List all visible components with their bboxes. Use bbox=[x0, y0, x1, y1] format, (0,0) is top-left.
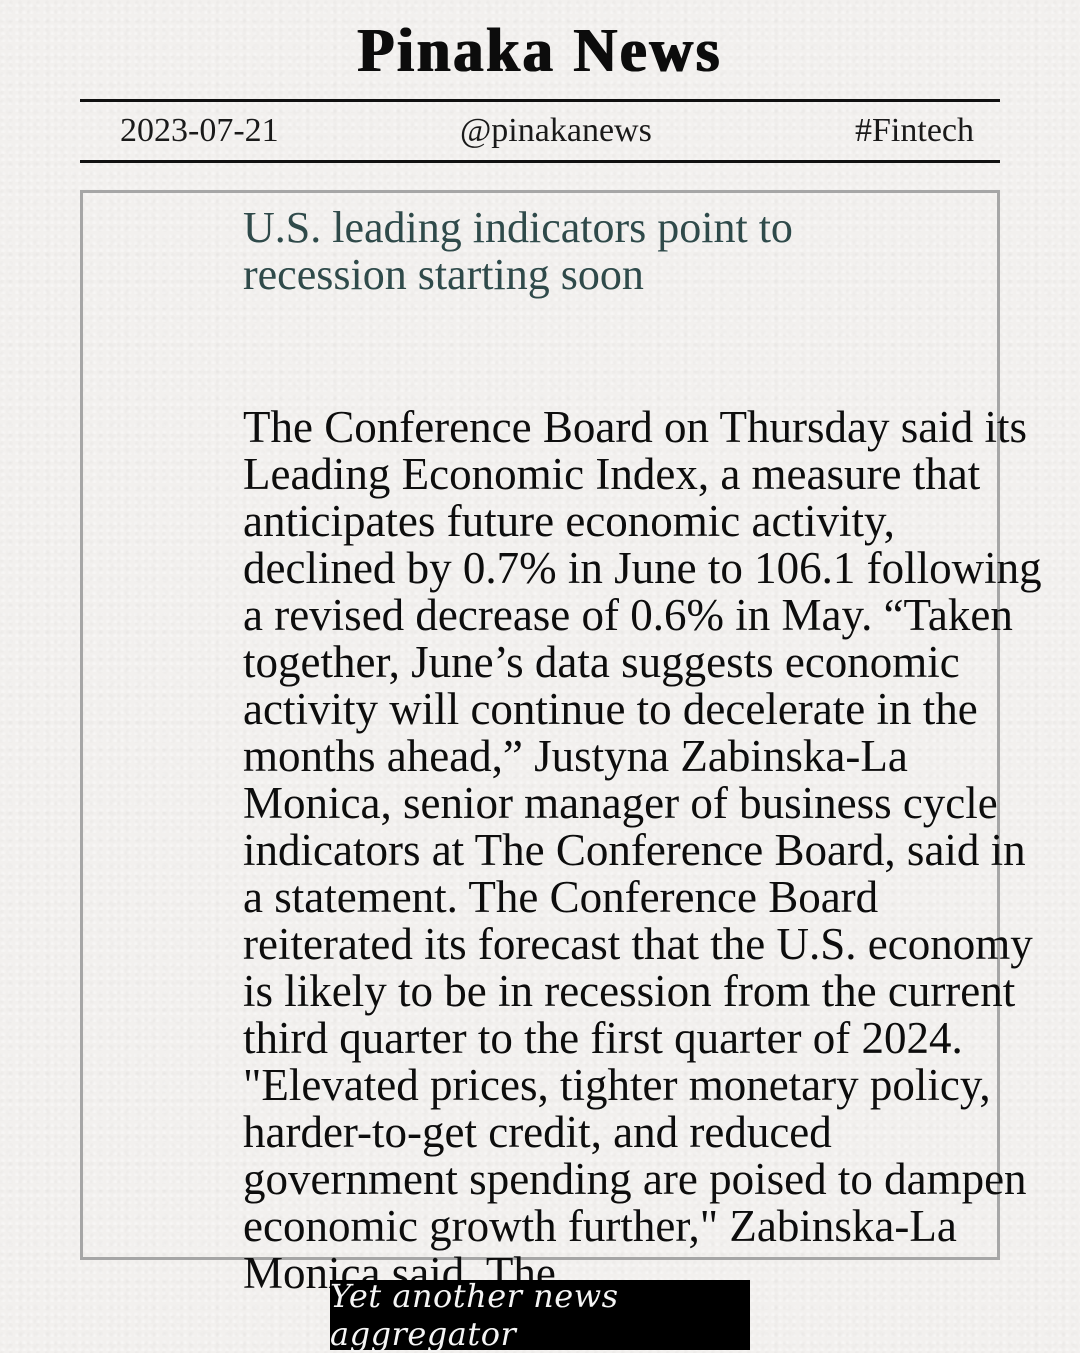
social-handle: @pinakanews bbox=[460, 112, 652, 149]
article-body: The Conference Board on Thursday said it… bbox=[243, 402, 1042, 1298]
masthead-title: Pinaka News bbox=[357, 14, 723, 85]
category-tag: #Fintech bbox=[855, 112, 974, 149]
dateline-bar: 2023-07-21 @pinakanews #Fintech bbox=[80, 99, 1000, 163]
publish-date: 2023-07-21 bbox=[120, 112, 279, 149]
masthead: Pinaka News bbox=[0, 8, 1080, 92]
footer-banner: Yet another news aggregator bbox=[330, 1277, 750, 1353]
footer-banner-text: Yet another news aggregator bbox=[330, 1277, 619, 1353]
article-frame bbox=[80, 190, 1000, 1260]
article-headline: U.S. leading indicators point to recessi… bbox=[243, 203, 793, 299]
